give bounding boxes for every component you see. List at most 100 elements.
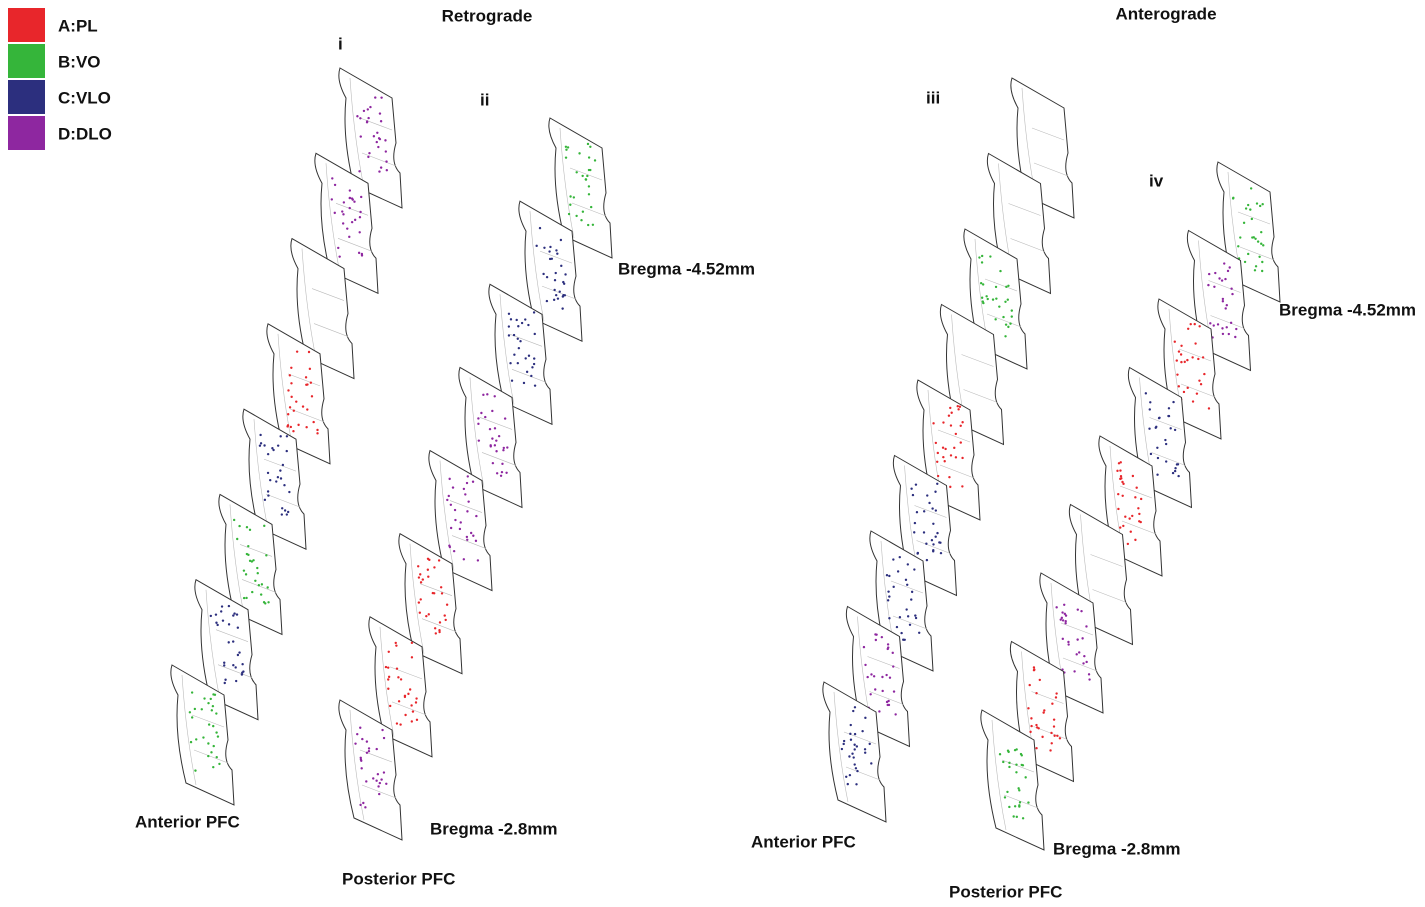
labelled-cell bbox=[937, 452, 939, 454]
labelled-cell bbox=[1217, 323, 1219, 325]
labelled-cell bbox=[569, 204, 571, 206]
labelled-cell bbox=[1035, 747, 1037, 749]
labelled-cell bbox=[290, 426, 292, 428]
labelled-cell bbox=[854, 733, 856, 735]
labelled-cell bbox=[427, 569, 429, 571]
labelled-cell bbox=[463, 488, 465, 490]
labelled-cell bbox=[260, 593, 262, 595]
labelled-cell bbox=[466, 482, 468, 484]
labelled-cell bbox=[374, 96, 376, 98]
labelled-cell bbox=[1260, 231, 1262, 233]
labelled-cell bbox=[305, 384, 307, 386]
labelled-cell bbox=[435, 632, 437, 634]
labelled-cell bbox=[897, 570, 899, 572]
labelled-cell bbox=[553, 289, 555, 291]
labelled-cell bbox=[263, 525, 265, 527]
labelled-cell bbox=[302, 405, 304, 407]
labelled-cell bbox=[419, 612, 421, 614]
labelled-cell bbox=[914, 522, 916, 524]
labelled-cell bbox=[1082, 662, 1084, 664]
labelled-cell bbox=[1007, 751, 1009, 753]
labelled-cell bbox=[1140, 498, 1142, 500]
labelled-cell bbox=[887, 646, 889, 648]
labelled-cell bbox=[373, 135, 375, 137]
legend-label: C:VLO bbox=[58, 88, 111, 107]
labelled-cell bbox=[1167, 415, 1169, 417]
labelled-cell bbox=[441, 592, 443, 594]
labelled-cell bbox=[1247, 253, 1249, 255]
labelled-cell bbox=[1029, 684, 1031, 686]
labelled-cell bbox=[286, 435, 288, 437]
labelled-cell bbox=[942, 421, 944, 423]
labelled-cell bbox=[870, 673, 872, 675]
labelled-cell bbox=[992, 298, 994, 300]
labelled-cell bbox=[1227, 270, 1229, 272]
labelled-cell bbox=[543, 247, 545, 249]
labelled-cell bbox=[902, 639, 904, 641]
labelled-cell bbox=[580, 219, 582, 221]
labelled-cell bbox=[526, 371, 528, 373]
labelled-cell bbox=[292, 430, 294, 432]
labelled-cell bbox=[269, 479, 271, 481]
labelled-cell bbox=[910, 488, 912, 490]
labelled-cell bbox=[246, 553, 248, 555]
labelled-cell bbox=[546, 300, 548, 302]
labelled-cell bbox=[535, 245, 537, 247]
labelled-cell bbox=[221, 605, 223, 607]
labelled-cell bbox=[850, 739, 852, 741]
labelled-cell bbox=[215, 731, 217, 733]
labelled-cell bbox=[224, 679, 226, 681]
labelled-cell bbox=[305, 376, 307, 378]
labelled-cell bbox=[1018, 805, 1020, 807]
labelled-cell bbox=[1176, 373, 1178, 375]
labelled-cell bbox=[223, 662, 225, 664]
labelled-cell bbox=[588, 156, 590, 158]
labelled-cell bbox=[387, 666, 389, 668]
labelled-cell bbox=[1130, 531, 1132, 533]
labelled-cell bbox=[207, 702, 209, 704]
labelled-cell bbox=[1119, 526, 1121, 528]
labelled-cell bbox=[224, 682, 226, 684]
labelled-cell bbox=[267, 601, 269, 603]
labelled-cell bbox=[1243, 222, 1245, 224]
labelled-cell bbox=[1007, 285, 1009, 287]
labelled-cell bbox=[387, 688, 389, 690]
labelled-cell bbox=[293, 410, 295, 412]
labelled-cell bbox=[267, 472, 269, 474]
labelled-cell bbox=[366, 752, 368, 754]
labelled-cell bbox=[284, 509, 286, 511]
labelled-cell bbox=[495, 439, 497, 441]
labelled-cell bbox=[1245, 207, 1247, 209]
labelled-cell bbox=[511, 380, 513, 382]
labelled-cell bbox=[495, 450, 497, 452]
labelled-cell bbox=[1064, 622, 1066, 624]
labelled-cell bbox=[444, 614, 446, 616]
labelled-cell bbox=[243, 597, 245, 599]
labelled-cell bbox=[459, 528, 461, 530]
labelled-cell bbox=[1055, 696, 1057, 698]
labelled-cell bbox=[1078, 651, 1080, 653]
labelled-cell bbox=[264, 602, 266, 604]
labelled-cell bbox=[236, 613, 238, 615]
labelled-cell bbox=[856, 770, 858, 772]
labelled-cell bbox=[851, 753, 853, 755]
labelled-cell bbox=[864, 748, 866, 750]
labelled-cell bbox=[554, 279, 556, 281]
labelled-cell bbox=[341, 210, 343, 212]
labelled-cell bbox=[484, 416, 486, 418]
labelled-cell bbox=[1033, 666, 1035, 668]
labelled-cell bbox=[1135, 487, 1137, 489]
labelled-cell bbox=[1156, 473, 1158, 475]
labelled-cell bbox=[887, 700, 889, 702]
labelled-cell bbox=[905, 608, 907, 610]
labelled-cell bbox=[251, 591, 253, 593]
labelled-cell bbox=[936, 461, 938, 463]
legend-swatch bbox=[8, 116, 45, 150]
labelled-cell bbox=[961, 421, 963, 423]
labelled-cell bbox=[504, 417, 506, 419]
labelled-cell bbox=[953, 447, 955, 449]
labelled-cell bbox=[396, 722, 398, 724]
labelled-cell bbox=[513, 334, 515, 336]
labelled-cell bbox=[944, 448, 946, 450]
labelled-cell bbox=[1008, 806, 1010, 808]
